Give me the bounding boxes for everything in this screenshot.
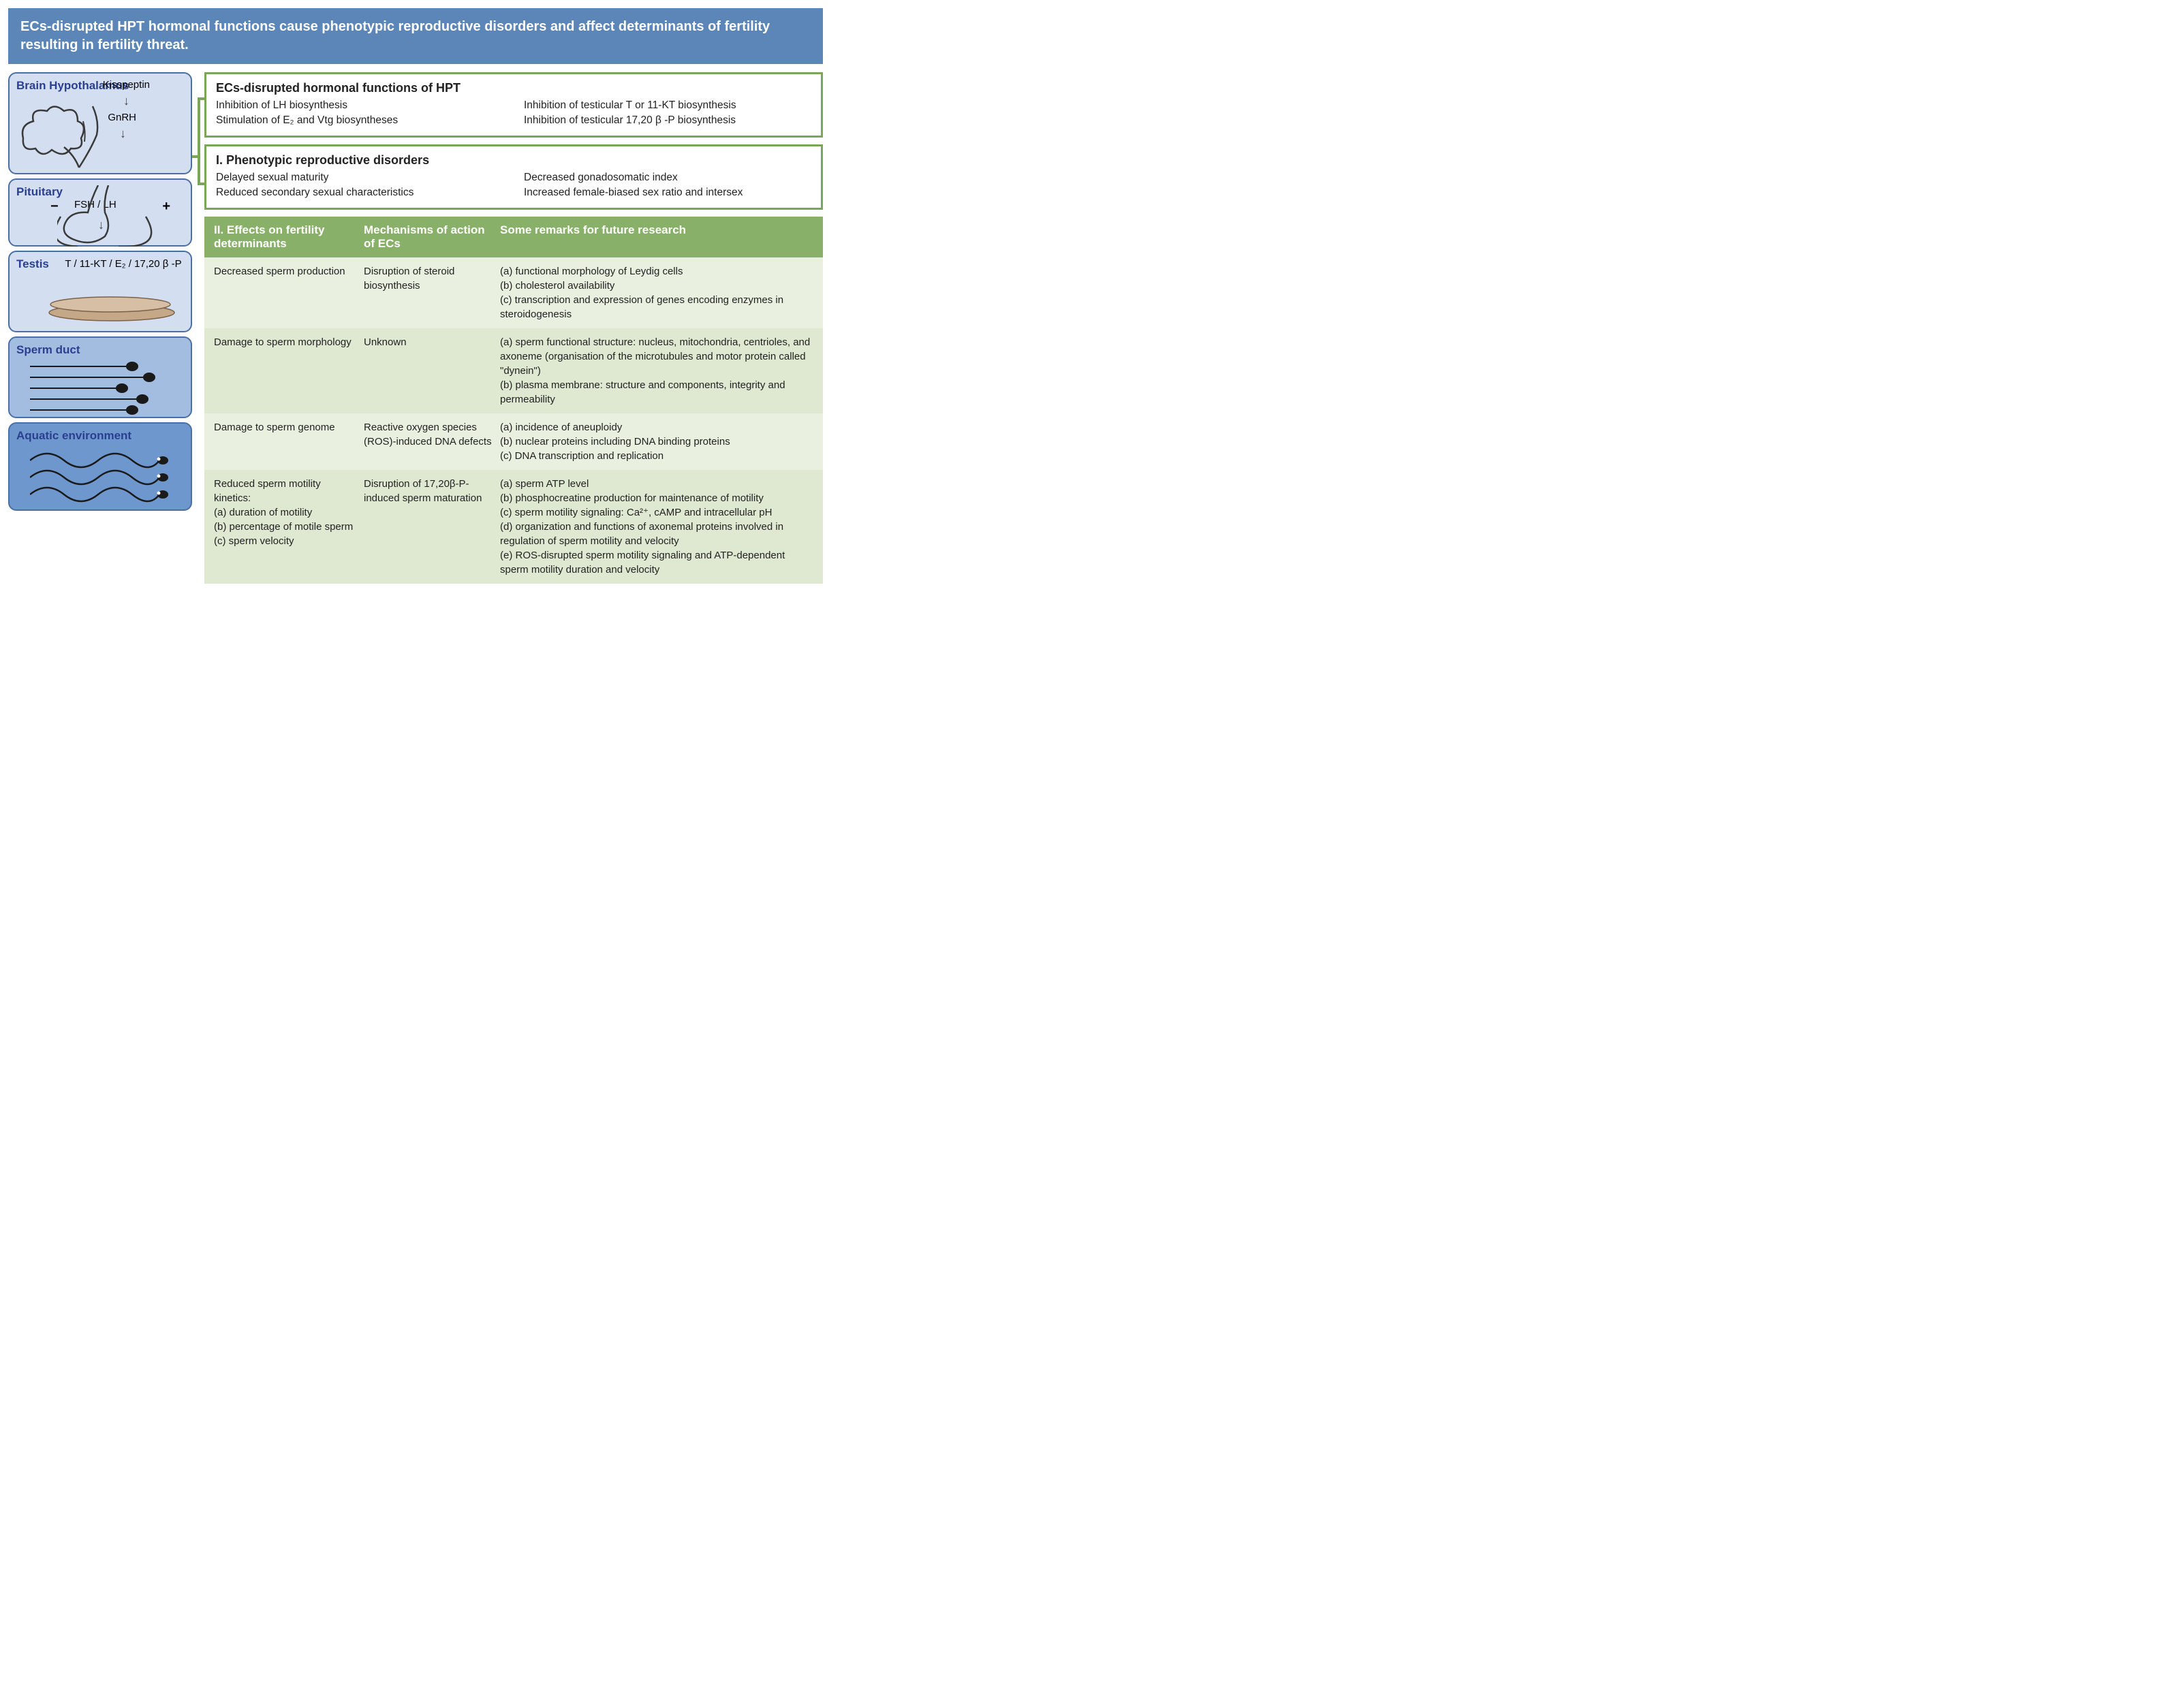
table-cell: Decreased sperm production	[214, 264, 364, 321]
main-row: Brain Hypothalamus Kisspeptin ↓ GnRH ↓ P…	[8, 72, 823, 584]
brain-title: Brain Hypothalamus	[16, 79, 184, 93]
phenotypic-left-list: Delayed sexual maturity Reduced secondar…	[216, 170, 503, 201]
testis-icon	[44, 291, 180, 328]
table-cell: (a) incidence of aneuploidy (b) nuclear …	[500, 420, 813, 463]
sperm-duct-title: Sperm duct	[16, 343, 184, 357]
table-cell: Disruption of steroid biosynthesis	[364, 264, 500, 321]
table-header: II. Effects on fertility determinants Me…	[204, 217, 823, 257]
aquatic-box: Aquatic environment	[8, 422, 192, 511]
hpt-axis-column: Brain Hypothalamus Kisspeptin ↓ GnRH ↓ P…	[8, 72, 192, 584]
brain-icon	[16, 101, 105, 169]
plus-icon: +	[162, 199, 170, 215]
table-header-c2: Mechanisms of action of ECs	[364, 223, 500, 251]
sperm-duct-box: Sperm duct	[8, 336, 192, 418]
fertility-table: II. Effects on fertility determinants Me…	[204, 217, 823, 584]
sperm-icon	[30, 361, 173, 415]
table-cell: Disruption of 17,20β-P-induced sperm mat…	[364, 477, 500, 577]
list-item: Decreased gonadosomatic index	[524, 170, 811, 185]
header-text: ECs-disrupted HPT hormonal functions cau…	[20, 19, 770, 52]
right-column: ECs-disrupted hormonal functions of HPT …	[204, 72, 823, 584]
table-cell: Damage to sperm morphology	[214, 335, 364, 407]
table-row: Decreased sperm productionDisruption of …	[204, 257, 823, 328]
aquatic-title: Aquatic environment	[16, 429, 184, 443]
table-row: Damage to sperm morphologyUnknown(a) spe…	[204, 328, 823, 413]
pituitary-box: Pituitary − FSH / LH + ↓	[8, 178, 192, 247]
table-cell: (a) sperm ATP level (b) phosphocreatine …	[500, 477, 813, 577]
table-row: Reduced sperm motility kinetics: (a) dur…	[204, 470, 823, 584]
pituitary-icon	[57, 185, 159, 247]
gnrh-label: GnRH	[108, 112, 136, 123]
list-item: Inhibition of LH biosynthesis	[216, 98, 503, 113]
table-cell: Reduced sperm motility kinetics: (a) dur…	[214, 477, 364, 577]
kisspeptin-label: Kisspeptin	[103, 79, 150, 91]
hormonal-right-list: Inhibition of testicular T or 11-KT bios…	[524, 98, 811, 129]
phenotypic-right-list: Decreased gonadosomatic index Increased …	[524, 170, 811, 201]
table-header-c3: Some remarks for future research	[500, 223, 813, 251]
table-body: Decreased sperm productionDisruption of …	[204, 257, 823, 584]
arrow-icon: ↓	[120, 127, 126, 141]
list-item: Reduced secondary sexual characteristics	[216, 185, 503, 200]
table-cell: (a) functional morphology of Leydig cell…	[500, 264, 813, 321]
table-cell: Damage to sperm genome	[214, 420, 364, 463]
list-item: Inhibition of testicular 17,20 β -P bios…	[524, 113, 811, 128]
wave-icon	[30, 447, 173, 508]
brain-box: Brain Hypothalamus Kisspeptin ↓ GnRH ↓	[8, 72, 192, 174]
arrow-icon: ↓	[123, 94, 129, 108]
table-cell: Unknown	[364, 335, 500, 407]
testis-box: Testis T / 11-KT / E₂ / 17,20 β -P	[8, 251, 192, 332]
testis-hormones-label: T / 11-KT / E₂ / 17,20 β -P	[63, 257, 184, 271]
phenotypic-box: I. Phenotypic reproductive disorders Del…	[204, 144, 823, 210]
phenotypic-box-title: I. Phenotypic reproductive disorders	[216, 153, 811, 168]
list-item: Inhibition of testicular T or 11-KT bios…	[524, 98, 811, 113]
list-item: Increased female-biased sex ratio and in…	[524, 185, 811, 200]
header-bar: ECs-disrupted HPT hormonal functions cau…	[8, 8, 823, 64]
hormonal-box-title: ECs-disrupted hormonal functions of HPT	[216, 81, 811, 95]
table-header-c1: II. Effects on fertility determinants	[214, 223, 364, 251]
table-row: Damage to sperm genomeReactive oxygen sp…	[204, 413, 823, 470]
list-item: Stimulation of E₂ and Vtg biosyntheses	[216, 113, 503, 128]
table-cell: (a) sperm functional structure: nucleus,…	[500, 335, 813, 407]
hormonal-left-list: Inhibition of LH biosynthesis Stimulatio…	[216, 98, 503, 129]
hormonal-functions-box: ECs-disrupted hormonal functions of HPT …	[204, 72, 823, 138]
table-cell: Reactive oxygen species (ROS)-induced DN…	[364, 420, 500, 463]
list-item: Delayed sexual maturity	[216, 170, 503, 185]
